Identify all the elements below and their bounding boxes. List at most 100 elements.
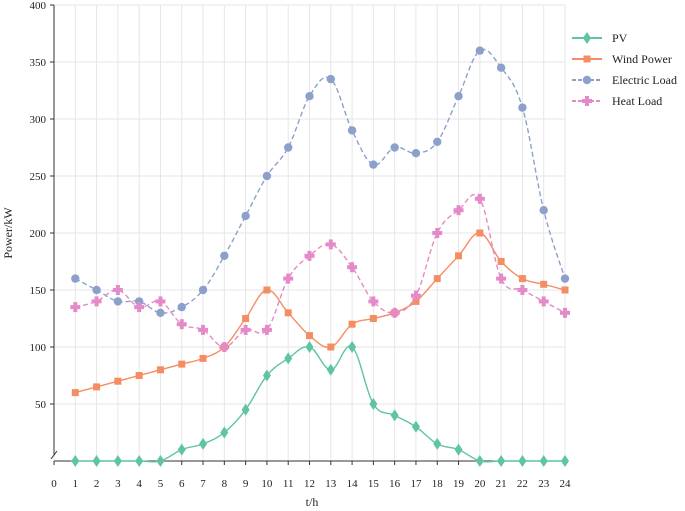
data-point-wind-power (135, 372, 143, 379)
x-tick-label: 16 (389, 478, 401, 490)
data-point-heat-load (347, 262, 358, 273)
data-point-electric-load (113, 297, 123, 306)
data-point-heat-load (134, 302, 145, 313)
legend-item-electric-load: Electric Load (572, 73, 677, 87)
data-point-heat-load (389, 307, 400, 318)
data-point-wind-power (476, 229, 484, 237)
data-point-pv (135, 455, 144, 467)
x-tick-label: 18 (432, 478, 444, 490)
plus-marker-v (435, 228, 440, 238)
legend-marker-pv (583, 32, 591, 44)
data-point-electric-load (560, 274, 570, 283)
data-point-heat-load (91, 296, 102, 307)
data-point-electric-load (411, 149, 421, 158)
data-point-pv (475, 455, 484, 467)
data-point-wind-power (114, 377, 122, 385)
grid (53, 4, 566, 461)
data-point-wind-power (518, 275, 526, 283)
data-point-wind-power (178, 360, 186, 368)
data-point-wind-power (540, 280, 548, 288)
y-tick-label: 400 (30, 0, 47, 12)
y-tick-label: 150 (30, 285, 47, 297)
data-point-pv (561, 455, 569, 467)
data-point-electric-load (539, 206, 548, 215)
plus-marker-v (158, 296, 163, 307)
x-tick-label: 3 (115, 478, 121, 490)
series-electric-load (71, 46, 570, 317)
data-point-heat-load (155, 296, 166, 307)
plus-marker-v (73, 302, 78, 313)
x-tick-label: 6 (179, 478, 185, 490)
y-tick-label: 300 (30, 114, 47, 126)
data-point-pv (71, 455, 80, 467)
data-point-wind-power (71, 389, 79, 397)
data-point-electric-load (92, 285, 101, 295)
series-wind-power (71, 229, 569, 397)
plus-marker-v (392, 307, 397, 318)
x-tick-label: 24 (560, 478, 572, 490)
legend-label-electric-load: Electric Load (612, 73, 677, 87)
legend-marker-wind-power (583, 55, 591, 63)
plus-marker-v (456, 205, 461, 216)
axes: 0 1 2 3 4 5 6 7 8 9 10 11 12 13 14 15 16 17 18 19 20 21 22 23 24… (30, 0, 572, 490)
legend-label-pv: PV (612, 31, 628, 45)
data-point-electric-load (241, 211, 250, 221)
legend: PV Wind Power Electric Load Heat Load (572, 31, 677, 108)
data-point-heat-load (198, 324, 209, 335)
x-tick-label: 19 (453, 478, 465, 490)
x-tick-label: 22 (517, 478, 528, 490)
data-point-pv (348, 341, 357, 353)
plus-marker-v (286, 273, 291, 284)
data-point-electric-load (156, 308, 165, 317)
data-point-electric-load (134, 297, 144, 306)
data-point-pv (113, 455, 122, 467)
data-point-wind-power (497, 258, 505, 265)
series-line-electric-load (74, 48, 566, 314)
plus-marker-v (328, 239, 333, 250)
x-tick-label: 5 (158, 478, 164, 490)
data-point-pv (156, 455, 165, 467)
plus-marker-v (585, 96, 589, 106)
data-point-pv (220, 426, 229, 439)
legend-label-wind-power: Wind Power (612, 52, 672, 66)
plus-marker-v (371, 296, 376, 307)
data-point-heat-load (219, 342, 230, 352)
data-point-heat-load (453, 205, 464, 216)
data-point-pv (305, 341, 314, 353)
x-tick-label: 20 (474, 478, 486, 490)
legend-item-pv: PV (572, 31, 628, 45)
data-point-heat-load (474, 193, 485, 204)
x-tick-label: 12 (304, 478, 315, 490)
data-point-pv (326, 363, 335, 376)
series-line-wind-power (75, 232, 566, 394)
data-point-heat-load (261, 324, 272, 335)
data-point-wind-power (412, 297, 420, 305)
y-tick-label: 350 (30, 57, 47, 69)
y-tick-label: 200 (30, 228, 47, 240)
data-point-wind-power (327, 343, 335, 351)
y-tick-label: 250 (30, 171, 47, 183)
x-tick-label: 21 (496, 478, 507, 490)
legend-item-heat-load: Heat Load (572, 94, 662, 108)
legend-label-heat-load: Heat Load (612, 94, 662, 108)
data-point-electric-load (518, 103, 527, 112)
data-point-heat-load (176, 319, 187, 330)
data-point-electric-load (262, 171, 272, 181)
series-line-heat-load (75, 193, 566, 348)
data-point-wind-power (199, 354, 207, 362)
x-axis-title: t/h (306, 495, 319, 509)
data-point-wind-power (561, 286, 569, 294)
data-point-pv (284, 352, 293, 365)
data-point-heat-load (517, 285, 528, 295)
series-layer (70, 46, 570, 467)
x-tick-label: 17 (410, 478, 422, 490)
x-tick-label: 14 (347, 478, 359, 490)
data-point-wind-power (369, 315, 377, 322)
data-point-electric-load (347, 126, 357, 135)
data-point-heat-load (283, 273, 294, 284)
plus-marker-v (499, 273, 504, 284)
plus-marker-v (115, 285, 120, 295)
data-point-electric-load (305, 92, 314, 101)
x-tick-label: 1 (73, 478, 79, 490)
data-point-electric-load (454, 92, 463, 101)
